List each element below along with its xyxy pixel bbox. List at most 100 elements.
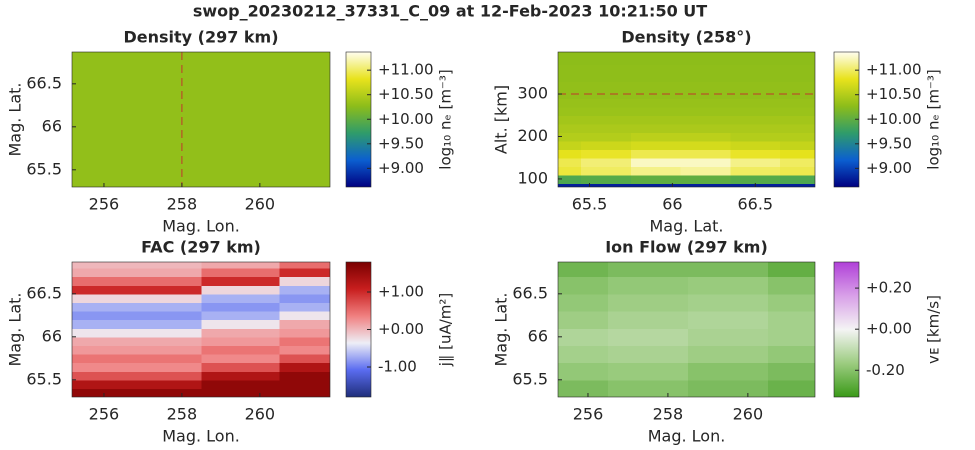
figure-title: swop_20230212_37331_C_09 at 12-Feb-2023 … [193, 2, 707, 21]
cell [279, 379, 330, 390]
cell [767, 345, 815, 364]
cell [780, 106, 815, 116]
y-axis-label: Mag. Lat. [6, 82, 25, 156]
cell [201, 388, 280, 397]
cell [687, 262, 769, 278]
cell [558, 52, 582, 57]
cell [630, 98, 682, 108]
cell [201, 302, 280, 312]
cell [558, 89, 582, 99]
cell [630, 64, 682, 74]
cell [581, 64, 632, 74]
cell [123, 345, 202, 355]
cell [680, 183, 732, 187]
cell [581, 157, 632, 167]
cell [680, 72, 732, 82]
colorbar-tick-label: +9.00 [378, 159, 424, 177]
cell [123, 354, 202, 364]
cell [780, 183, 815, 187]
cell [680, 55, 732, 65]
panel-title: FAC (297 km) [141, 238, 261, 257]
cell [558, 276, 609, 295]
cell [558, 293, 609, 312]
x-tick-label: 66.5 [737, 195, 773, 214]
cell [607, 262, 689, 278]
cell [201, 336, 280, 347]
heatmap [558, 262, 815, 397]
y-tick-label: 65.5 [512, 369, 548, 388]
x-tick-label: 256 [89, 195, 120, 214]
y-axis-label: Alt. [km] [492, 85, 511, 154]
cell [72, 276, 125, 286]
plot-frame [71, 261, 331, 398]
cell [558, 132, 582, 142]
cell [201, 311, 280, 321]
y-tick-label: 66.5 [26, 73, 62, 92]
cell [680, 52, 732, 57]
cell [123, 336, 202, 347]
colorbar-tick-label: +9.00 [866, 159, 912, 177]
cell [730, 166, 781, 176]
cell [123, 311, 202, 321]
cell [607, 311, 689, 329]
cell [279, 152, 330, 187]
cell [123, 285, 202, 295]
heatmap [558, 52, 815, 187]
cell [680, 149, 732, 159]
x-tick-label: 258 [167, 405, 198, 424]
cell [123, 362, 202, 372]
cell [581, 123, 632, 133]
cell [279, 276, 330, 286]
cell [780, 149, 815, 159]
cell [279, 52, 330, 102]
cell [607, 293, 689, 312]
cell [730, 72, 781, 82]
colorbar-label: vᴇ [km/s] [925, 295, 943, 364]
panel-title: Density (258°) [621, 28, 751, 47]
cell [201, 262, 280, 269]
cell [630, 72, 682, 82]
cell [201, 354, 280, 364]
cell [123, 276, 202, 286]
colorbar [345, 51, 372, 188]
colorbar-tick-label: +11.00 [378, 61, 434, 79]
cell [630, 140, 682, 150]
cell [730, 174, 781, 184]
cell [730, 55, 781, 65]
colorbar-tick-label: +0.00 [378, 320, 424, 338]
cell [680, 64, 732, 74]
cell [558, 149, 582, 159]
cell [687, 328, 769, 347]
x-axis-label: Mag. Lon. [162, 217, 240, 236]
cell [72, 319, 125, 329]
y-tick-label: 100 [517, 168, 548, 187]
colorbar [345, 261, 372, 398]
cell [680, 174, 732, 184]
cell [630, 52, 682, 57]
cell [581, 140, 632, 150]
cell [123, 302, 202, 312]
cell [72, 336, 125, 347]
colorbar-tick-label: +1.00 [378, 283, 424, 301]
x-tick-label: 260 [245, 195, 276, 214]
cell [72, 268, 125, 278]
cell [680, 166, 732, 176]
plot-frame [557, 261, 816, 398]
cell [767, 262, 815, 278]
cell [279, 328, 330, 338]
cell [780, 115, 815, 125]
cell [630, 174, 682, 184]
cell [72, 345, 125, 355]
cell [558, 72, 582, 82]
cell [72, 293, 125, 304]
colorbar [833, 51, 860, 188]
cell [123, 371, 202, 381]
cell [730, 52, 781, 57]
cell [123, 293, 202, 304]
cell [558, 379, 609, 397]
cell [630, 81, 682, 91]
cell [581, 183, 632, 187]
cell [730, 123, 781, 133]
y-tick-label: 66.5 [26, 283, 62, 302]
cell [72, 354, 125, 364]
